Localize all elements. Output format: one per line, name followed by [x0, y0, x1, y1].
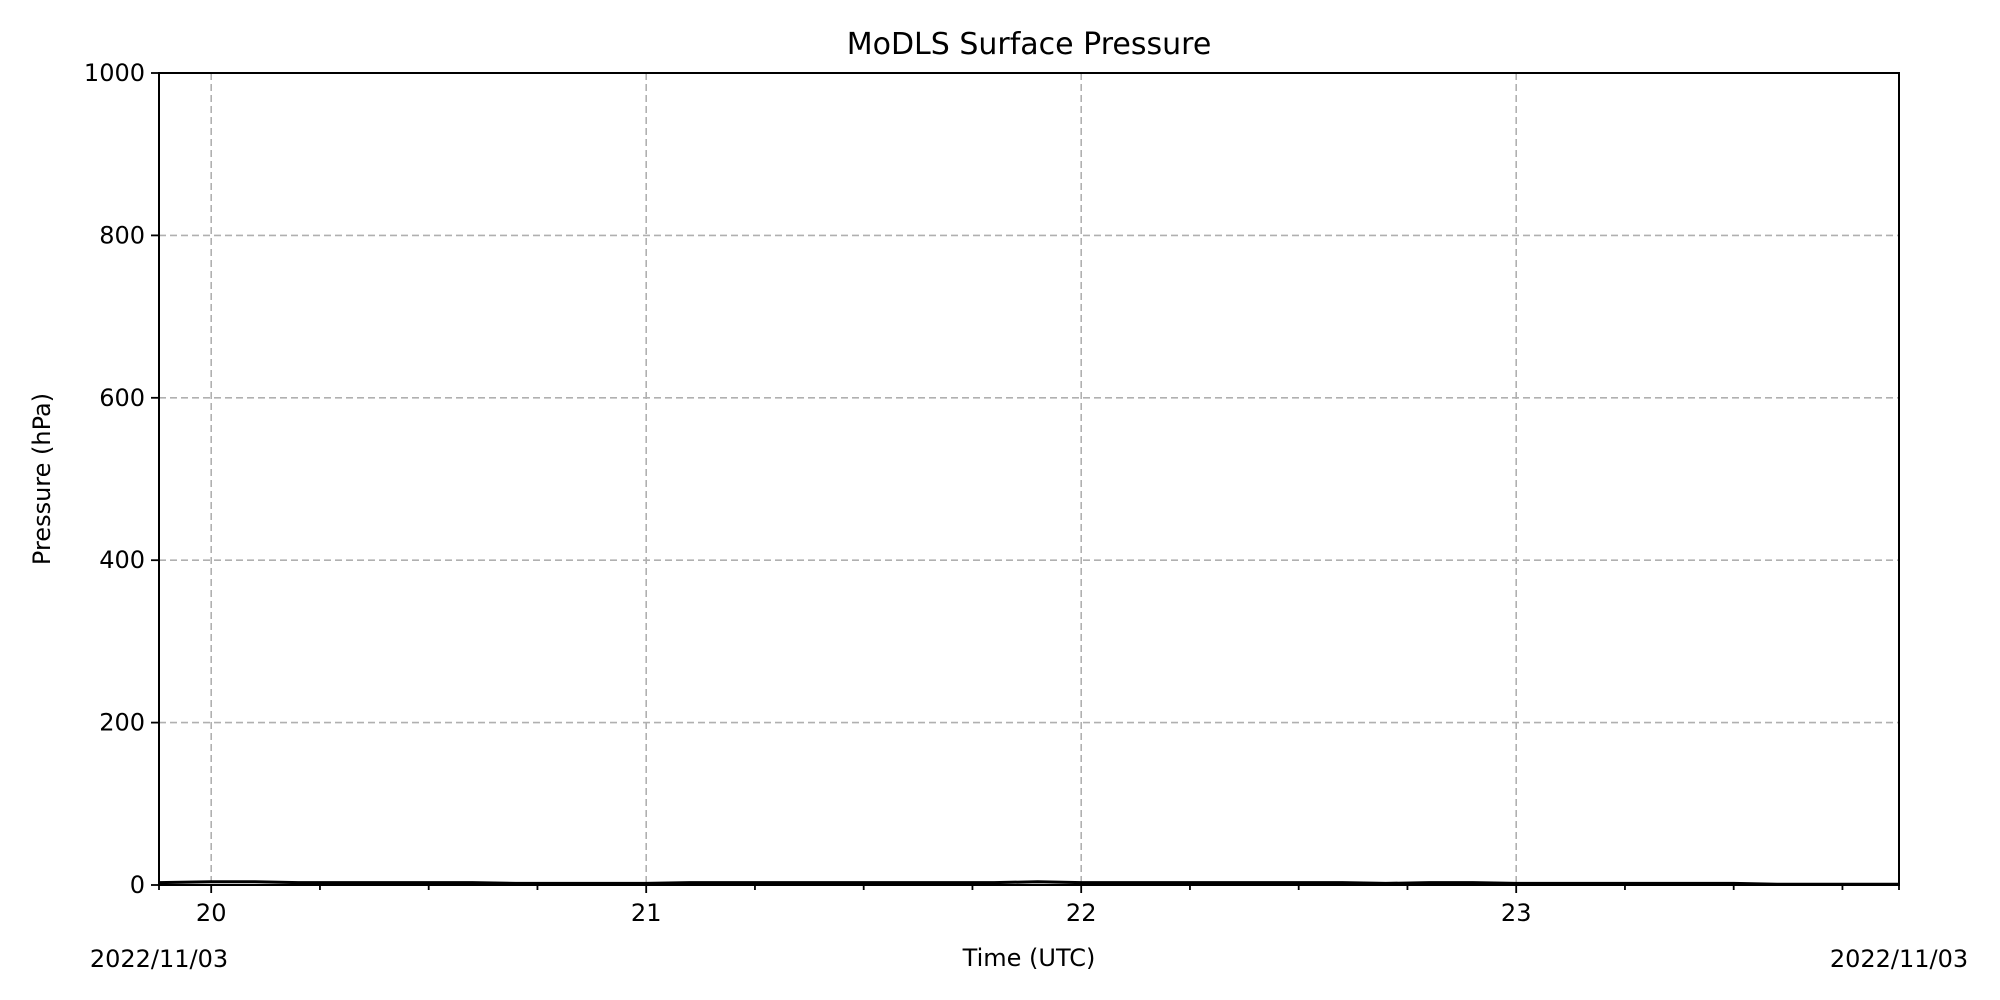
series-layer [158, 880, 1899, 886]
start-date-label: 2022/11/03 [90, 945, 228, 973]
x-tick-label: 20 [196, 899, 227, 927]
grid [159, 73, 1899, 885]
x-axis-label: Time (UTC) [962, 944, 1096, 972]
y-tick-label: 200 [99, 709, 145, 737]
y-tick-label: 400 [99, 546, 145, 574]
end-date-label: 2022/11/03 [1830, 945, 1968, 973]
y-tick-label: 1000 [84, 59, 145, 87]
y-axis-label: Pressure (hPa) [28, 393, 56, 565]
axis-ticks: 0 200 400 600 800 1000 20 21 22 23 [84, 59, 1900, 927]
x-tick-label: 23 [1501, 899, 1532, 927]
plot-frame [158, 72, 1900, 886]
y-tick-label: 600 [99, 384, 145, 412]
pressure-series-line [158, 880, 1899, 886]
y-tick-label: 800 [99, 221, 145, 249]
x-tick-label: 21 [631, 899, 662, 927]
x-tick-label: 22 [1066, 899, 1097, 927]
y-tick-label: 0 [130, 871, 145, 899]
chart-title: MoDLS Surface Pressure [847, 27, 1212, 62]
